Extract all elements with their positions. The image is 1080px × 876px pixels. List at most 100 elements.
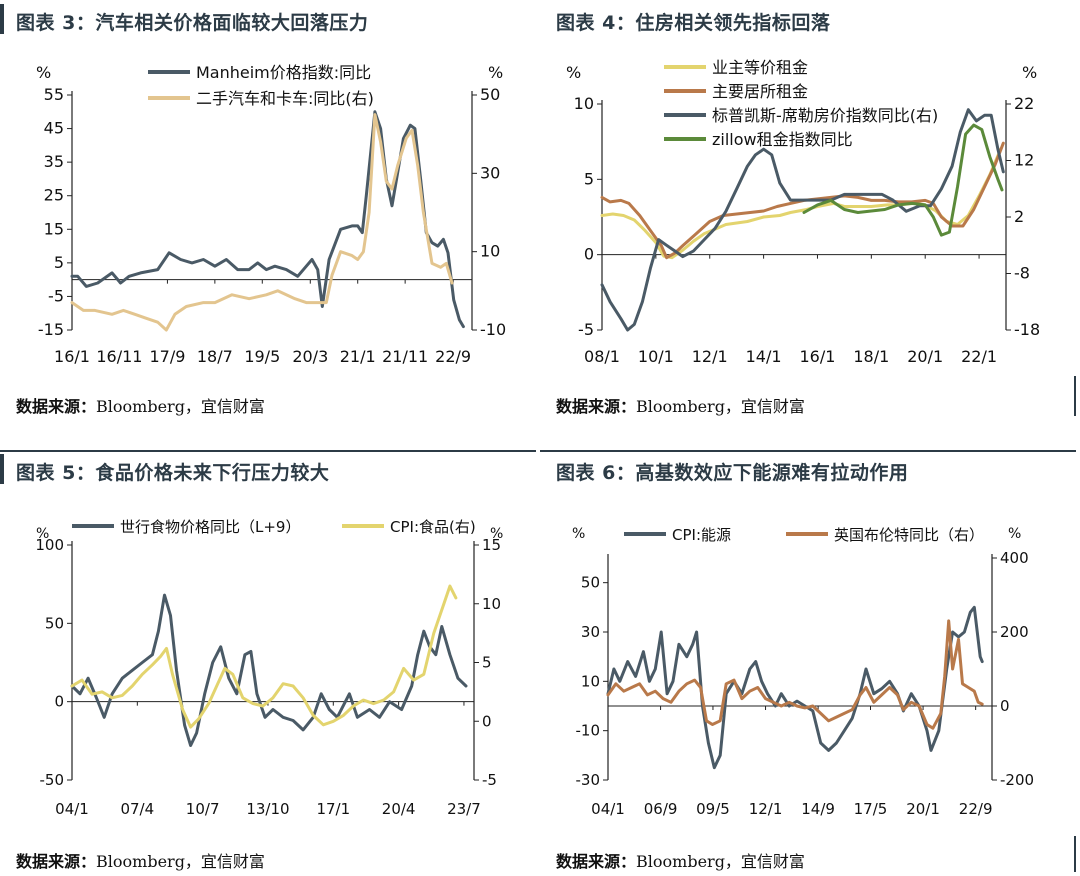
legend-label: Manheim价格指数:同比 <box>196 63 371 82</box>
y-tick-label-left: 0 <box>584 245 594 264</box>
y-unit-left: % <box>36 526 49 542</box>
x-tick-label: 20/3 <box>292 347 328 366</box>
y-tick-label-left: -50 <box>40 771 65 789</box>
series-line-2 <box>70 584 458 729</box>
y-tick-label-left: -10 <box>576 722 601 740</box>
chart-c4: % % 10 5 0 -5 22 12 2 -8 -18 08/1 10/1 12/1 14/1 16/1 18… <box>566 58 1040 366</box>
x-tick-label: 13/10 <box>246 800 289 818</box>
title-accent <box>0 4 4 34</box>
legend-label: 世行食物价格同比（L+9） <box>120 518 300 536</box>
y-tick-label-left: 35 <box>44 152 64 171</box>
series-line-1 <box>606 605 984 770</box>
x-tick-label: 20/4 <box>382 800 416 818</box>
source-note: 数据来源：Bloomberg，宜信财富 <box>556 397 805 416</box>
y-tick-label-left: -5 <box>578 320 594 339</box>
y-tick-label-left: -5 <box>48 286 64 305</box>
chart-title: 图表 5：食品价格未来下行压力较大 <box>16 462 330 484</box>
x-tick-label: 08/1 <box>584 347 620 366</box>
legend-label: CPI:能源 <box>672 526 731 544</box>
y-tick-label-right: 10 <box>482 595 501 613</box>
y-tick-label-left: -30 <box>576 771 601 789</box>
series-line-3 <box>600 108 1005 332</box>
x-tick-label: 04/1 <box>591 800 625 818</box>
y-unit-left: % <box>36 63 51 82</box>
y-tick-label-left: 15 <box>44 219 64 238</box>
x-tick-label: 21/11 <box>382 347 428 366</box>
x-tick-label: 07/4 <box>120 800 154 818</box>
y-tick-label-right: -5 <box>482 771 497 789</box>
panel-border <box>1074 836 1076 872</box>
chart-title: 图表 4：住房相关领先指标回落 <box>556 12 831 34</box>
x-tick-label: 20/1 <box>907 347 943 366</box>
y-tick-label-left: 5 <box>54 253 64 272</box>
panel-border <box>1074 376 1076 416</box>
x-tick-label: 14/1 <box>746 347 782 366</box>
y-tick-label-left: 0 <box>54 693 64 711</box>
panel-border <box>0 450 536 452</box>
y-tick-label-right: 0 <box>482 712 492 730</box>
x-tick-label: 22/9 <box>959 800 993 818</box>
y-tick-label-left: 25 <box>44 186 64 205</box>
y-unit-right: % <box>490 526 503 542</box>
x-tick-label: 12/1 <box>692 347 728 366</box>
y-tick-label-right: 12 <box>1014 151 1034 170</box>
x-tick-label: 12/1 <box>749 800 783 818</box>
y-tick-label-right: 0 <box>1000 697 1010 715</box>
chart-panel-6: 图表 6：高基数效应下能源难有拉动作用 %% 50 30 10 -10 -30 400 200… <box>540 450 1080 876</box>
chart-title: 图表 3：汽车相关价格面临较大回落压力 <box>16 12 369 34</box>
y-tick-label-right: 15 <box>482 536 501 554</box>
y-tick-label-right: 2 <box>1014 207 1024 226</box>
y-tick-label-left: 10 <box>581 672 600 690</box>
x-tick-label: 20/1 <box>906 800 940 818</box>
y-tick-label-right: 30 <box>480 163 500 182</box>
x-tick-label: 16/11 <box>96 347 142 366</box>
series-line-4 <box>802 123 1004 237</box>
y-tick-label-right: -200 <box>1000 771 1034 789</box>
y-tick-label-left: 10 <box>574 94 594 113</box>
legend-label: 主要居所租金 <box>712 82 808 101</box>
y-tick-label-right: -8 <box>1014 264 1030 283</box>
y-unit-right: % <box>488 63 503 82</box>
y-tick-label-right: 10 <box>480 242 500 261</box>
source-note: 数据来源：Bloomberg，宜信财富 <box>556 852 805 871</box>
chart-panel-3: 图表 3：汽车相关价格面临较大回落压力 %% 55 45 35 25 15 5 -5 -15 50… <box>0 0 540 420</box>
series-line-1 <box>70 593 468 747</box>
chart-title: 图表 6：高基数效应下能源难有拉动作用 <box>556 462 909 484</box>
y-tick-label-left: 45 <box>44 119 64 138</box>
x-tick-label: 04/1 <box>55 800 89 818</box>
x-tick-label: 14/9 <box>801 800 835 818</box>
legend-label: 业主等价租金 <box>712 58 808 77</box>
y-tick-label-right: 5 <box>482 654 492 672</box>
x-tick-label: 09/5 <box>696 800 730 818</box>
y-tick-label-left: 100 <box>35 536 64 554</box>
source-note: 数据来源：Bloomberg，宜信财富 <box>16 852 265 871</box>
x-tick-label: 22/1 <box>961 347 997 366</box>
chart-c3: % % 55 45 35 25 15 5 -5 -15 50 30 10 -10 16/1 16/11 17/9… <box>36 63 506 366</box>
panel-border <box>540 450 1076 452</box>
x-tick-label: 10/1 <box>638 347 674 366</box>
series-line-2 <box>606 619 984 730</box>
chart-panel-4: 图表 4：住房相关领先指标回落 %% 10 5 0 -5 22 12 2 -8 -18 08/1 10… <box>540 0 1080 420</box>
x-tick-label: 16/1 <box>54 347 90 366</box>
y-tick-label-left: 50 <box>45 614 64 632</box>
y-unit-right: % <box>1008 526 1021 542</box>
x-tick-label: 17/5 <box>854 800 888 818</box>
legend-label: zillow租金指数同比 <box>712 130 853 149</box>
y-tick-label-right: 400 <box>1000 549 1029 567</box>
x-tick-label: 06/9 <box>644 800 678 818</box>
y-tick-label-right: -10 <box>480 320 506 339</box>
x-tick-label: 17/9 <box>149 347 185 366</box>
y-tick-label-left: 30 <box>581 623 600 641</box>
x-tick-label: 18/1 <box>853 347 889 366</box>
y-tick-label-left: 5 <box>584 169 594 188</box>
y-tick-label-right: 22 <box>1014 94 1034 113</box>
x-tick-label: 17/1 <box>316 800 350 818</box>
y-tick-label-right: -18 <box>1014 320 1040 339</box>
y-tick-label-right: 200 <box>1000 623 1029 641</box>
y-tick-label-left: 50 <box>581 574 600 592</box>
chart-panel-5: 图表 5：食品价格未来下行压力较大 %% 100 50 0 -50 15 10 5 0 -5 04/… <box>0 450 540 876</box>
y-tick-label-right: 50 <box>480 85 500 104</box>
source-note: 数据来源：Bloomberg，宜信财富 <box>16 397 265 416</box>
y-tick-label-left: 55 <box>44 85 64 104</box>
legend-label: CPI:食品(右) <box>390 518 476 536</box>
